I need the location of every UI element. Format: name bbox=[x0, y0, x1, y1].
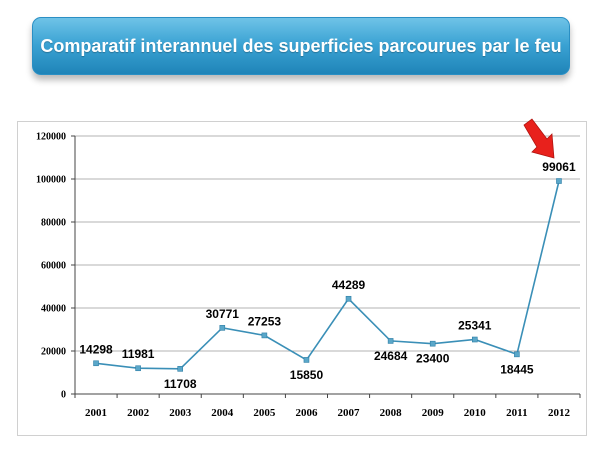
data-point bbox=[219, 325, 226, 331]
data-point bbox=[303, 357, 310, 363]
x-tick-label: 2002 bbox=[127, 407, 150, 419]
chart-frame bbox=[17, 121, 587, 436]
series-line bbox=[95, 180, 560, 370]
data-label: 27253 bbox=[248, 314, 282, 328]
data-label: 44289 bbox=[332, 278, 366, 292]
x-tick-label: 2008 bbox=[380, 407, 403, 419]
y-tick-label: 40000 bbox=[41, 304, 66, 315]
data-point bbox=[261, 332, 268, 339]
data-label: 99061 bbox=[542, 160, 576, 174]
axes bbox=[71, 135, 581, 398]
series-line-path bbox=[95, 180, 560, 370]
chart-title: Comparatif interannuel des superficies p… bbox=[40, 35, 562, 56]
red-arrow-shape bbox=[523, 118, 555, 159]
data-point bbox=[135, 365, 141, 372]
gridlines bbox=[75, 135, 580, 352]
x-tick-label: 2010 bbox=[464, 407, 487, 419]
data-point bbox=[345, 295, 352, 302]
y-tick-labels: 0 20000 40000 60000 80000 100000 120000 bbox=[36, 132, 66, 401]
data-point bbox=[556, 178, 562, 184]
data-label: 30771 bbox=[206, 307, 240, 321]
data-point bbox=[429, 340, 436, 347]
data-label: 23400 bbox=[416, 352, 450, 366]
data-point bbox=[177, 366, 184, 372]
y-tick-label: 20000 bbox=[41, 347, 66, 358]
data-label: 14298 bbox=[79, 342, 113, 356]
data-point bbox=[387, 338, 394, 344]
x-tick-label: 2001 bbox=[85, 407, 107, 419]
y-tick-label: 0 bbox=[61, 390, 66, 401]
data-labels: 14298 11981 11708 30771 27253 15850 44289 24684… bbox=[79, 160, 576, 391]
data-label: 18445 bbox=[500, 362, 534, 376]
data-label: 15850 bbox=[290, 368, 324, 382]
x-tick-label: 2011 bbox=[506, 407, 527, 419]
data-label: 25341 bbox=[458, 319, 492, 333]
data-label: 24684 bbox=[374, 349, 408, 363]
x-tick-label: 2003 bbox=[169, 407, 192, 419]
series-markers bbox=[93, 178, 562, 372]
data-point bbox=[93, 360, 99, 367]
y-tick-label: 120000 bbox=[36, 132, 66, 143]
x-tick-labels: 2001 2002 2003 2004 2005 2006 2007 2008 2009 2010… bbox=[85, 407, 570, 419]
x-tick-label: 2006 bbox=[295, 407, 318, 419]
data-label: 11981 bbox=[122, 347, 155, 361]
y-tick-label: 100000 bbox=[36, 175, 66, 186]
x-tick-label: 2005 bbox=[253, 407, 276, 419]
red-arrow-icon bbox=[523, 118, 555, 159]
y-tick-label: 80000 bbox=[41, 218, 66, 229]
data-point bbox=[471, 336, 478, 343]
x-tick-label: 2009 bbox=[422, 407, 445, 419]
y-tick-label: 60000 bbox=[41, 261, 66, 272]
x-tick-label: 2012 bbox=[548, 407, 571, 419]
data-label: 11708 bbox=[164, 377, 197, 391]
data-point bbox=[514, 351, 520, 358]
x-tick-label: 2004 bbox=[211, 407, 234, 419]
x-tick-label: 2007 bbox=[338, 407, 361, 419]
title-banner: Comparatif interannuel des superficies p… bbox=[32, 17, 570, 75]
